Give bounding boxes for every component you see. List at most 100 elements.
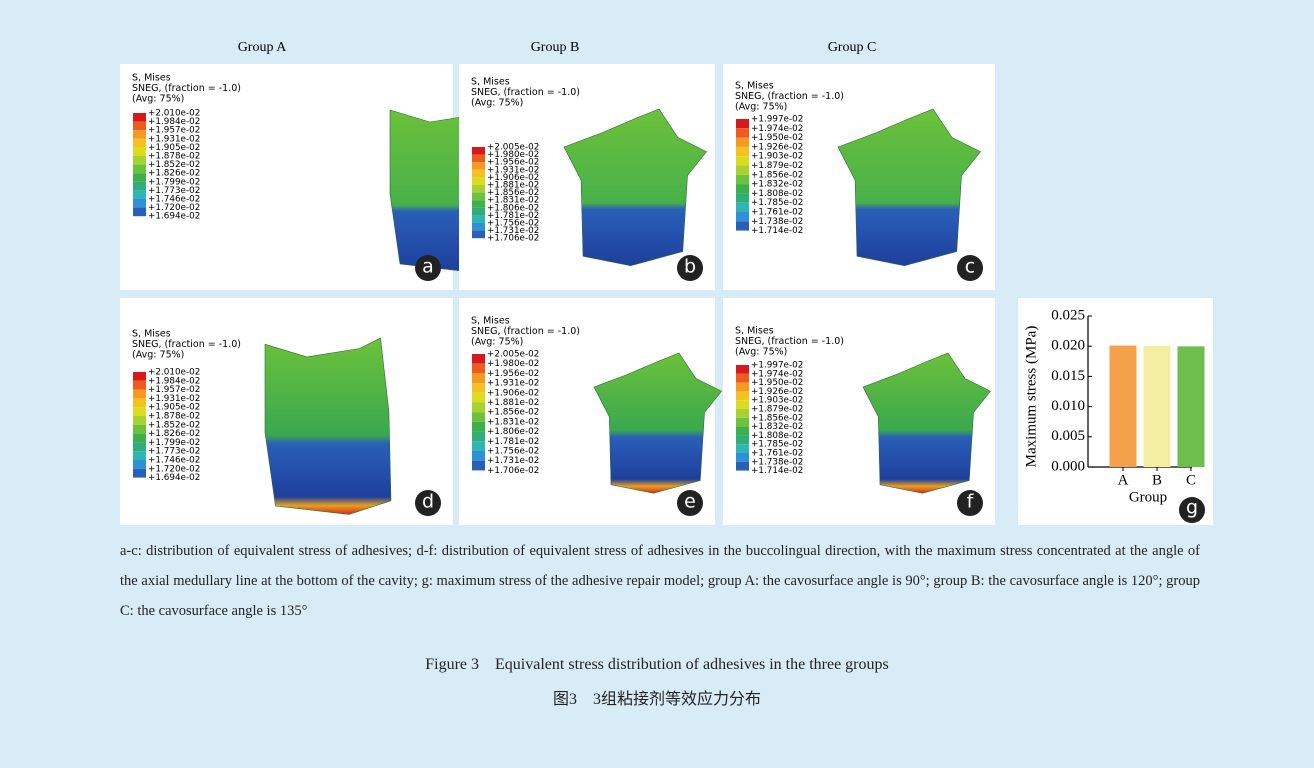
legend-color: [472, 162, 485, 170]
panel: S, MisesSNEG, (fraction = -1.0)(Avg: 75%…: [723, 64, 995, 290]
model-shape: [265, 338, 391, 514]
legend-header: SNEG, (fraction = -1.0): [471, 87, 580, 98]
legend-color: [736, 184, 749, 193]
legend-color: [736, 138, 749, 147]
legend-color: [133, 407, 146, 416]
legend-color: [472, 354, 485, 364]
legend-color: [736, 462, 749, 471]
panel-letter: d: [422, 491, 434, 513]
legend-color: [472, 373, 485, 383]
legend-color: [472, 200, 485, 208]
legend-color: [133, 469, 146, 478]
legend-color: [133, 182, 146, 191]
panel: S, MisesSNEG, (fraction = -1.0)(Avg: 75%…: [120, 64, 510, 290]
legend-color: [736, 156, 749, 165]
legend-color: [736, 147, 749, 156]
legend-value: +1.856e-02: [487, 408, 539, 418]
legend-value: +1.714e-02: [751, 466, 803, 476]
legend-color: [736, 427, 749, 436]
legend-color: [133, 390, 146, 399]
legend-color: [133, 113, 146, 122]
group-label: Group A: [238, 40, 288, 55]
legend-color: [133, 425, 146, 434]
panel-letter: e: [684, 491, 696, 513]
legend-value: +1.980e-02: [487, 359, 539, 369]
y-tick-label: 0.005: [1051, 428, 1085, 444]
panel-letter: c: [965, 256, 975, 278]
legend-color: [736, 193, 749, 202]
legend-color: [472, 193, 485, 201]
legend-color: [133, 122, 146, 131]
figure-title-zh: 图3 3组粘接剂等效应力分布: [0, 685, 1314, 709]
legend-color: [472, 170, 485, 178]
legend-color: [133, 416, 146, 425]
legend-color: [133, 147, 146, 156]
legend-color: [472, 412, 485, 422]
legend-color: [736, 203, 749, 212]
legend-color: [472, 441, 485, 451]
legend-header: (Avg: 75%): [132, 94, 184, 105]
legend-color: [472, 403, 485, 413]
legend-color: [133, 208, 146, 217]
legend-color: [472, 364, 485, 374]
legend-header: SNEG, (fraction = -1.0): [735, 91, 844, 102]
caption: a-c: distribution of equivalent stress o…: [120, 536, 1200, 626]
legend-color: [472, 185, 485, 193]
legend-header: S, Mises: [471, 77, 510, 88]
legend-color: [736, 409, 749, 418]
legend-color: [736, 400, 749, 409]
y-axis-label: Maximum stress (MPa): [1023, 326, 1039, 468]
legend-header: (Avg: 75%): [132, 350, 184, 361]
legend-color: [133, 156, 146, 165]
y-tick-label: 0.020: [1051, 338, 1085, 354]
group-label: Group B: [531, 40, 580, 55]
legend-color: [133, 381, 146, 390]
legend-color: [472, 155, 485, 163]
legend-color: [472, 451, 485, 461]
legend-value: +1.706e-02: [487, 466, 539, 476]
legend-color: [472, 461, 485, 471]
legend-color: [736, 391, 749, 400]
legend-value: +1.714e-02: [751, 226, 803, 236]
legend-header: SNEG, (fraction = -1.0): [735, 336, 844, 347]
legend-color: [472, 432, 485, 442]
x-tick-label: B: [1152, 472, 1162, 488]
legend-value: +1.806e-02: [487, 427, 539, 437]
legend-color: [472, 231, 485, 239]
legend-header: SNEG, (fraction = -1.0): [471, 326, 580, 337]
legend-color: [736, 128, 749, 137]
legend-color: [472, 223, 485, 231]
legend-color: [736, 453, 749, 462]
legend-color: [133, 434, 146, 443]
legend-color: [736, 175, 749, 184]
legend-color: [736, 166, 749, 175]
legend-color: [736, 383, 749, 392]
legend-value: +1.881e-02: [487, 398, 539, 408]
panel-letter: a: [422, 256, 434, 278]
legend-header: SNEG, (fraction = -1.0): [132, 339, 241, 350]
legend-color: [736, 212, 749, 221]
legend-color: [472, 208, 485, 216]
x-tick-label: C: [1186, 472, 1196, 488]
panel-letter: g: [1186, 497, 1198, 519]
panel: S, MisesSNEG, (fraction = -1.0)(Avg: 75%…: [459, 298, 722, 525]
legend-value: +1.694e-02: [148, 473, 200, 483]
y-tick-label: 0.015: [1051, 368, 1085, 384]
legend-color: [736, 374, 749, 383]
x-axis-label: Group: [1129, 489, 1167, 505]
legend-color: [736, 444, 749, 453]
legend-value: +1.781e-02: [487, 437, 539, 447]
legend-color: [133, 190, 146, 199]
legend-color: [736, 365, 749, 374]
legend-color: [472, 215, 485, 223]
legend-header: S, Mises: [735, 81, 774, 92]
x-tick-label: A: [1118, 472, 1129, 488]
legend-color: [736, 418, 749, 427]
legend-value: +1.731e-02: [487, 456, 539, 466]
legend-header: (Avg: 75%): [735, 102, 787, 113]
legend-color: [472, 422, 485, 432]
legend-color: [736, 119, 749, 128]
panel-letter: b: [684, 256, 696, 278]
legend-value: +1.906e-02: [487, 388, 539, 398]
group-label: Group C: [828, 40, 877, 55]
